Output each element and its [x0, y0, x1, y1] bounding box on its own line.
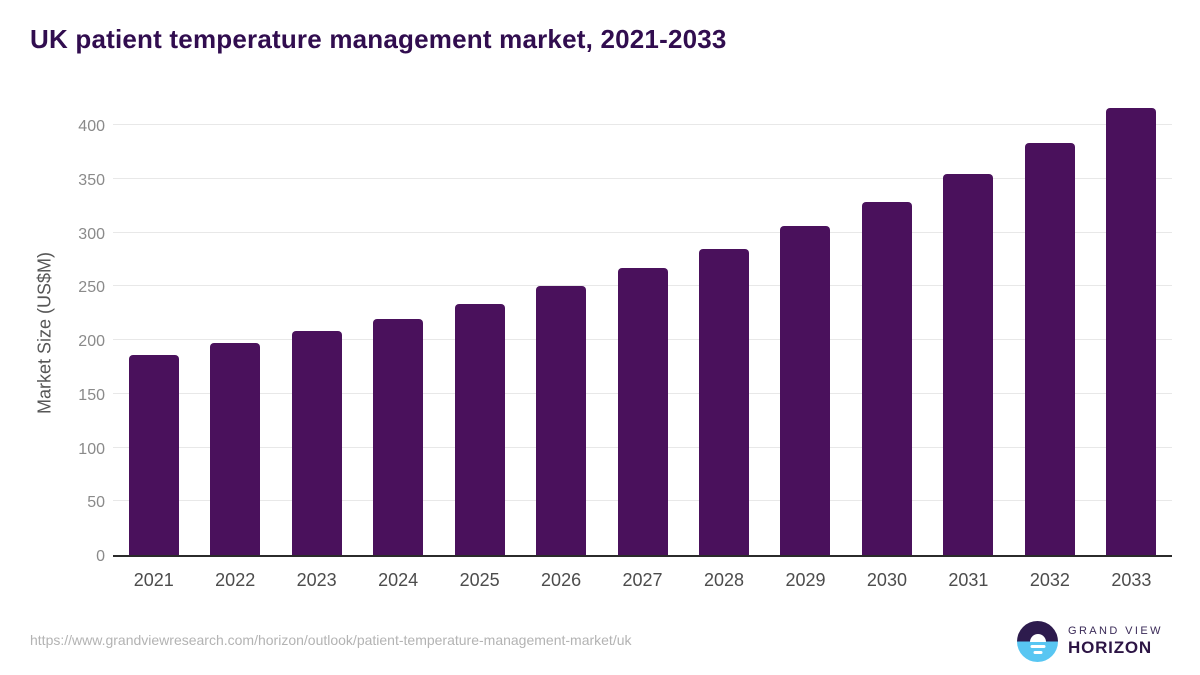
- y-tick-label-100: 100: [78, 440, 105, 458]
- brand-logo-text: GRAND VIEW HORIZON: [1068, 625, 1163, 658]
- brand-name-bottom: HORIZON: [1068, 638, 1152, 657]
- source-url: https://www.grandviewresearch.com/horizo…: [30, 632, 632, 648]
- gridline-300: [113, 231, 1172, 233]
- bar-column-2030: [846, 109, 927, 555]
- x-tick-label-2032: 2032: [1029, 570, 1070, 590]
- bar-column-2032: [1009, 109, 1090, 555]
- x-tick-label-2027: 2027: [622, 570, 663, 590]
- y-tick-label-400: 400: [78, 118, 105, 136]
- brand-logo: GRAND VIEW HORIZON: [1017, 621, 1163, 662]
- bar-column-2028: [683, 109, 764, 555]
- plot-area: [113, 108, 1172, 557]
- x-tick-label-2030: 2030: [866, 570, 907, 590]
- bar-2028: [699, 248, 750, 555]
- bar-2025: [454, 303, 505, 555]
- x-tick-label-2024: 2024: [378, 570, 419, 590]
- bar-column-2024: [357, 109, 438, 555]
- bar-column-2033: [1091, 108, 1172, 555]
- bar-2024: [373, 318, 424, 555]
- x-tick-label-2022: 2022: [215, 570, 256, 590]
- x-axis-labels: 2021 2022 2023 2024 2025 2026 2027 2028 2029 2030…: [113, 570, 1172, 591]
- gridline-400: [113, 124, 1172, 126]
- bar-column-2022: [194, 109, 275, 555]
- x-tick-label-2028: 2028: [703, 570, 745, 590]
- reflection-line-2: [1033, 651, 1042, 654]
- bar-2030: [861, 201, 912, 555]
- gridline-350: [113, 177, 1172, 179]
- x-tick-label-2026: 2026: [541, 570, 582, 590]
- y-tick-label-150: 150: [78, 386, 105, 404]
- bars-row: [113, 108, 1172, 555]
- bar-2022: [210, 343, 261, 555]
- x-tick-label-2029: 2029: [785, 570, 826, 590]
- bar-column-2023: [276, 109, 357, 555]
- bar-column-2027: [602, 109, 683, 555]
- y-tick-label-0: 0: [96, 548, 105, 565]
- bar-2021: [128, 355, 179, 555]
- bar-column-2029: [765, 109, 846, 555]
- horizon-sun-icon: [1017, 621, 1058, 662]
- bar-2026: [536, 286, 587, 555]
- y-axis-ticks: 0 50 100 150 200 250 300 350 400: [58, 109, 105, 565]
- y-tick-label-200: 200: [78, 333, 105, 351]
- bar-2027: [617, 268, 668, 555]
- bar-column-2031: [928, 109, 1009, 555]
- y-tick-label-300: 300: [78, 225, 105, 243]
- bar-2031: [943, 173, 994, 555]
- bar-column-2025: [439, 109, 520, 555]
- y-tick-label-250: 250: [78, 279, 105, 297]
- x-tick-label-2031: 2031: [948, 570, 989, 590]
- chart-title: UK patient temperature management market…: [30, 24, 727, 54]
- reflection-line-1: [1030, 645, 1045, 648]
- y-axis-title: Market Size (US$M): [34, 251, 55, 415]
- x-tick-label-2021: 2021: [133, 570, 174, 590]
- y-tick-label-50: 50: [87, 494, 105, 512]
- bar-2033: [1106, 108, 1157, 555]
- bar-2029: [780, 226, 831, 555]
- x-tick-label-2023: 2023: [296, 570, 337, 590]
- bar-2023: [291, 330, 342, 555]
- bar-column-2021: [113, 109, 194, 555]
- bar-column-2026: [520, 109, 601, 555]
- sun-glyph: [1029, 633, 1046, 642]
- x-tick-label-2033: 2033: [1111, 570, 1152, 590]
- x-tick-label-2025: 2025: [459, 570, 500, 590]
- y-tick-label-350: 350: [78, 171, 105, 189]
- brand-name-top: GRAND VIEW: [1068, 625, 1163, 637]
- bar-2032: [1024, 142, 1075, 555]
